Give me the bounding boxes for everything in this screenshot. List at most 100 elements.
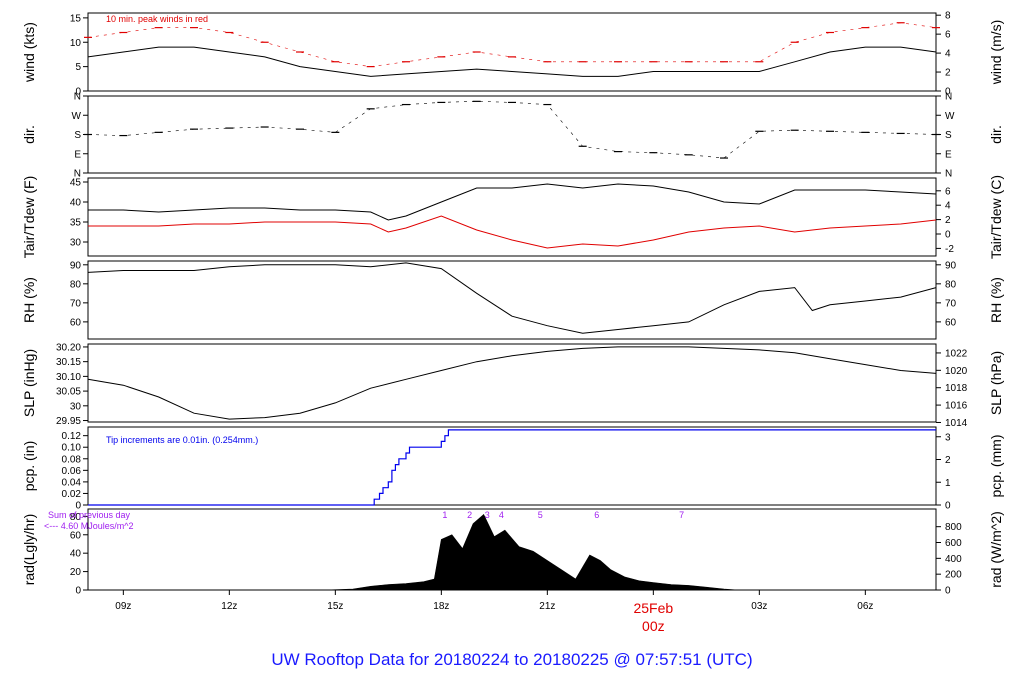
- y-tick-label: 30: [70, 401, 82, 412]
- panel-frame: [87, 95, 937, 174]
- y-axis-title: pcp. (in): [21, 441, 37, 492]
- y-tick-label: 0: [75, 501, 81, 512]
- y-axis-title: rad(Lgly/hr): [21, 514, 37, 586]
- y-tick-label: 80: [70, 512, 82, 523]
- panel-frame: [87, 177, 937, 257]
- series-step: [88, 429, 936, 506]
- x-tick-label: 18z: [433, 601, 449, 612]
- y-tick-label-right: 1014: [945, 418, 968, 429]
- y-axis-title-right: SLP (hPa): [988, 351, 1004, 415]
- panel-frame: [87, 260, 937, 340]
- series-trace: [87, 100, 937, 159]
- y-tick-label: 29.95: [56, 416, 81, 427]
- series-line: [87, 346, 937, 420]
- y-tick-label-right: 200: [945, 570, 962, 581]
- y-axis-title-right: Tair/Tdew (C): [988, 175, 1004, 259]
- y-tick-label-right: 1022: [945, 348, 968, 359]
- hour-marker: 3: [485, 510, 490, 520]
- y-tick-label-right: 4: [945, 49, 951, 60]
- y-tick-label-right: 70: [945, 298, 957, 309]
- y-tick-label: N: [74, 92, 81, 103]
- y-tick-label: 30.15: [56, 357, 81, 368]
- hour-marker: 1: [442, 510, 447, 520]
- panel-frame: [87, 12, 937, 92]
- y-tick-label: 15: [70, 13, 82, 24]
- y-tick-label: 30.05: [56, 387, 81, 398]
- y-tick-label-right: 8: [945, 11, 951, 22]
- x-tick-label: 03z: [751, 601, 767, 612]
- x-tick-label: 15z: [327, 601, 343, 612]
- y-tick-label: 0.10: [62, 443, 82, 454]
- y-tick-label: 0: [75, 87, 81, 98]
- x-tick-label: 06z: [857, 601, 873, 612]
- y-axis-title-right: wind (m/s): [988, 20, 1004, 86]
- y-tick-label-right: 0: [945, 586, 951, 597]
- x-tick-label: 12z: [221, 601, 237, 612]
- y-tick-label: 45: [70, 178, 82, 189]
- hour-marker: 7: [679, 510, 684, 520]
- y-tick-label-right: S: [945, 130, 952, 141]
- y-tick-label-right: 90: [945, 260, 957, 271]
- panel-frame: [87, 426, 937, 506]
- y-tick-label: W: [72, 111, 82, 122]
- date-marker-label: 25Feb: [633, 600, 673, 616]
- y-tick-label-right: 3: [945, 432, 951, 443]
- y-tick-label: 0.06: [62, 466, 82, 477]
- y-tick-label: 30.10: [56, 372, 81, 383]
- y-tick-label-right: 4: [945, 201, 951, 212]
- footer-title: UW Rooftop Data for 20180224 to 20180225…: [271, 650, 753, 669]
- y-tick-label-right: N: [945, 169, 952, 180]
- y-tick-label: 20: [70, 567, 82, 578]
- y-axis-title: wind (kts): [21, 22, 37, 83]
- y-tick-label: E: [74, 149, 81, 160]
- y-tick-label-right: 1016: [945, 401, 968, 412]
- y-axis-title-right: RH (%): [988, 277, 1004, 323]
- series-line: [88, 183, 937, 221]
- series-line: [88, 215, 937, 249]
- y-tick-label-right: 800: [945, 522, 962, 533]
- x-tick-label: 09z: [115, 601, 131, 612]
- x-tick-label: 21z: [539, 601, 555, 612]
- y-axis-title: SLP (inHg): [21, 349, 37, 417]
- y-tick-label: 35: [70, 218, 82, 229]
- y-tick-label-right: 400: [945, 554, 962, 565]
- y-tick-label: 0.12: [62, 431, 82, 442]
- y-tick-label-right: 1018: [945, 383, 968, 394]
- y-axis-title: RH (%): [21, 277, 37, 323]
- series-area: [88, 514, 936, 591]
- y-tick-label: 60: [70, 530, 82, 541]
- y-tick-label-right: 1: [945, 478, 951, 489]
- y-tick-label-right: 6: [945, 30, 951, 41]
- y-tick-label: 70: [70, 298, 82, 309]
- y-tick-label: 90: [70, 260, 82, 271]
- y-tick-label-right: 60: [945, 317, 957, 328]
- y-tick-label: 0.02: [62, 489, 82, 500]
- rad-annotation-line1: Sum of previous day: [48, 510, 131, 520]
- y-tick-label: 5: [75, 62, 81, 73]
- y-axis-title-right: rad (W/m^2): [988, 511, 1004, 588]
- y-tick-label-right: 0: [945, 230, 951, 241]
- series-line: [87, 262, 937, 334]
- y-tick-label: 10: [70, 38, 82, 49]
- y-tick-label-right: -2: [945, 244, 954, 255]
- series-line: [87, 46, 937, 77]
- y-tick-label: N: [74, 169, 81, 180]
- y-tick-label-right: E: [945, 149, 952, 160]
- y-tick-label: 40: [70, 549, 82, 560]
- hour-marker: 4: [499, 510, 504, 520]
- rad-annotation-line2: <--- 4.60 MJoules/m^2: [44, 521, 134, 531]
- y-tick-label-right: W: [945, 111, 955, 122]
- y-tick-label: 80: [70, 279, 82, 290]
- y-tick-label-right: 600: [945, 538, 962, 549]
- hour-marker: 5: [538, 510, 543, 520]
- y-axis-title-right: pcp. (mm): [988, 435, 1004, 498]
- y-tick-label-right: N: [945, 92, 952, 103]
- y-tick-label: S: [74, 130, 81, 141]
- y-tick-label: 30: [70, 238, 82, 249]
- y-tick-label-right: 1020: [945, 366, 968, 377]
- y-tick-label: 60: [70, 317, 82, 328]
- date-marker-sub: 00z: [642, 618, 665, 634]
- y-axis-title: Tair/Tdew (F): [21, 176, 37, 258]
- y-axis-title-right: dir.: [988, 125, 1004, 144]
